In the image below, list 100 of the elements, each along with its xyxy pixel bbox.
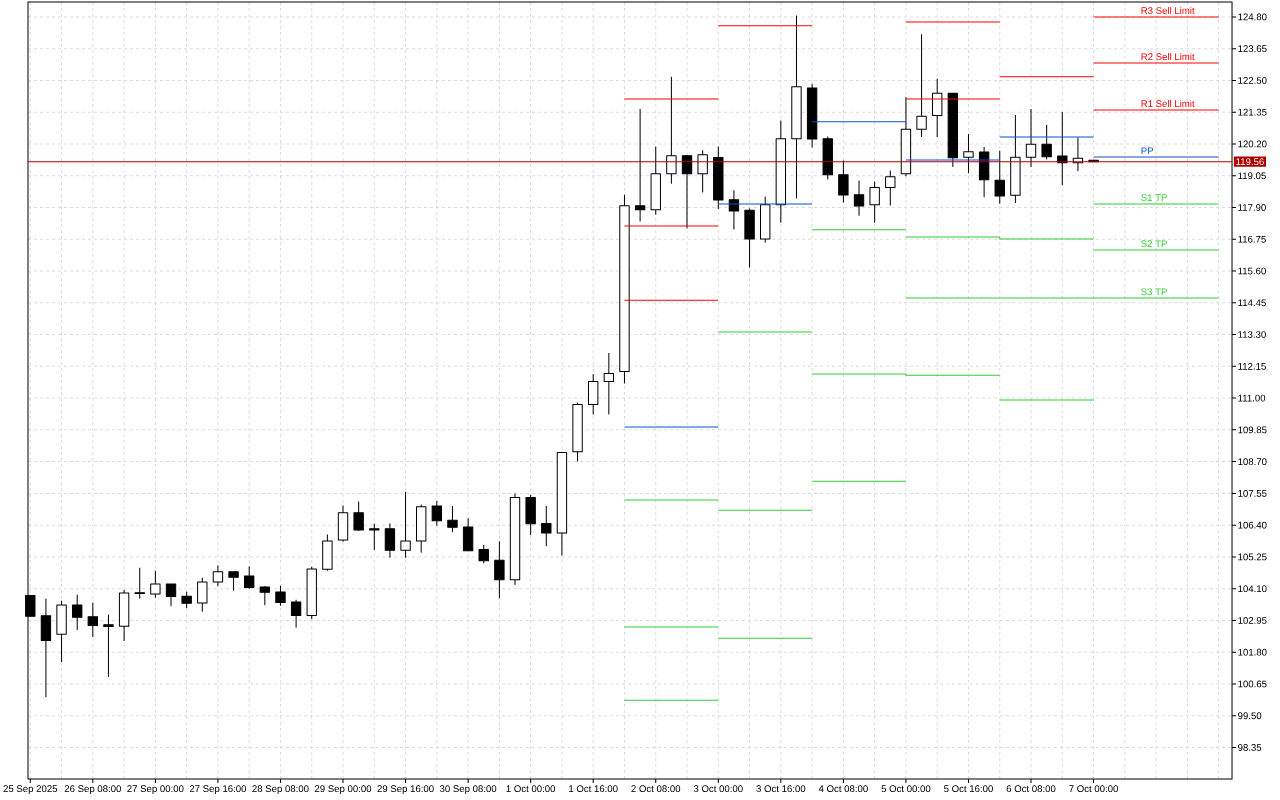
y-tick-label: 120.20 [1238,140,1267,148]
x-tick-label: 6 Oct 08:00 [1006,785,1056,793]
candlestick [666,76,677,184]
candlestick [275,585,286,606]
candlestick [1025,108,1037,168]
series-label: S3 TP [1141,288,1167,296]
candlestick [212,564,224,587]
candlestick [869,181,880,223]
x-tick-label: 3 Oct 16:00 [756,785,806,793]
x-tick-label: 26 Sep 08:00 [64,785,121,794]
x-tick-label: 25 Sep 2025 [3,785,58,794]
candlestick [697,149,708,193]
x-tick-label: 5 Oct 00:00 [881,785,931,793]
x-tick-label: 1 Oct 16:00 [569,785,618,793]
y-tick-label: 119.05 [1238,172,1266,180]
y-tick-label: 102.95 [1238,617,1267,624]
x-tick-label: 29 Sep 16:00 [377,785,434,794]
y-tick-label: 112.15 [1238,362,1266,370]
candlestick [791,15,802,199]
candlestick [384,523,396,558]
series-label: R2 Sell Limit [1141,53,1195,61]
candlestick [994,150,1005,204]
series-label: PP [1141,147,1154,155]
candlestick [853,179,865,216]
x-tick-label: 4 Oct 08:00 [818,785,868,793]
candlestick [619,194,630,384]
candlestick [181,591,192,608]
candlestick [525,494,536,536]
candlestick [775,119,787,223]
x-tick-label: 3 Oct 00:00 [693,785,743,793]
candlestick [1057,111,1068,186]
candlestick [494,540,505,599]
y-tick-label: 108.70 [1238,458,1267,466]
y-tick-label: 124.80 [1238,13,1267,21]
candlestick [713,145,724,210]
candlestick [228,571,239,591]
candlestick [431,500,443,526]
candlestick [400,491,411,558]
candlestick [72,594,83,631]
series-label: R3 Sell Limit [1141,6,1195,14]
y-tick-label: 109.85 [1238,426,1267,434]
candlestick [197,577,208,612]
candlestick [1041,124,1052,160]
x-tick-label: 27 Sep 16:00 [189,785,247,794]
y-tick-label: 114.45 [1238,299,1266,307]
candlestick [337,505,349,542]
candlestick [134,567,145,599]
x-tick-label: 2 Oct 08:00 [631,785,681,793]
series-label: R1 Sell Limit [1141,100,1195,108]
x-tick-label: 29 Sep 00:00 [314,785,372,794]
candlestick [900,96,912,177]
candlestick [1010,114,1021,204]
candlestick [447,505,458,533]
y-tick-label: 115.60 [1238,267,1266,275]
candlestick [806,83,818,148]
candlestick [87,602,99,637]
ref-line-label: 119.56 [1236,158,1264,166]
candlestick [462,517,474,552]
candlestick [634,108,646,222]
candlestick [822,136,833,180]
candlestick [760,195,771,243]
candlestick [572,402,583,462]
x-tick-label: 27 Sep 00:00 [127,785,184,794]
candlestick [369,523,380,550]
candlestick [744,208,755,268]
candlestick [150,570,161,598]
y-tick-label: 123.65 [1238,45,1267,53]
candlestick [353,500,364,531]
x-tick-label: 30 Sep 08:00 [439,785,497,794]
candlestick [885,169,896,206]
y-tick-label: 117.90 [1238,204,1266,211]
y-tick-label: 113.30 [1238,331,1266,338]
y-tick-label: 111.00 [1238,394,1266,402]
candlestick [603,352,615,415]
candlestick [306,566,317,620]
series-label: S1 TP [1141,194,1167,201]
candlestick [541,505,552,547]
x-tick-label: 1 Oct 00:00 [506,785,556,793]
y-tick-label: 116.75 [1238,235,1266,243]
candlestick [650,145,661,215]
candlestick [40,598,52,698]
candlestick [509,492,521,586]
x-tick-label: 5 Oct 16:00 [944,785,993,793]
series-label: S2 TP [1141,240,1167,248]
y-tick-label: 99.50 [1238,712,1262,720]
candlestick [244,566,255,589]
y-tick-label: 98.35 [1238,744,1262,751]
x-tick-label: 28 Sep 08:00 [252,785,309,794]
candlestick [165,583,177,607]
candlestick [588,373,599,415]
candlestick [947,92,959,168]
y-tick-label: 121.35 [1238,108,1267,116]
candlestick [416,503,427,553]
candlestick [916,33,927,138]
y-tick-label: 104.10 [1238,585,1267,593]
candlestick [103,614,114,678]
y-tick-label: 122.50 [1238,77,1267,84]
candlestick [838,160,849,203]
candlestick [259,585,271,606]
x-tick-label: 7 Oct 00:00 [1069,785,1118,793]
